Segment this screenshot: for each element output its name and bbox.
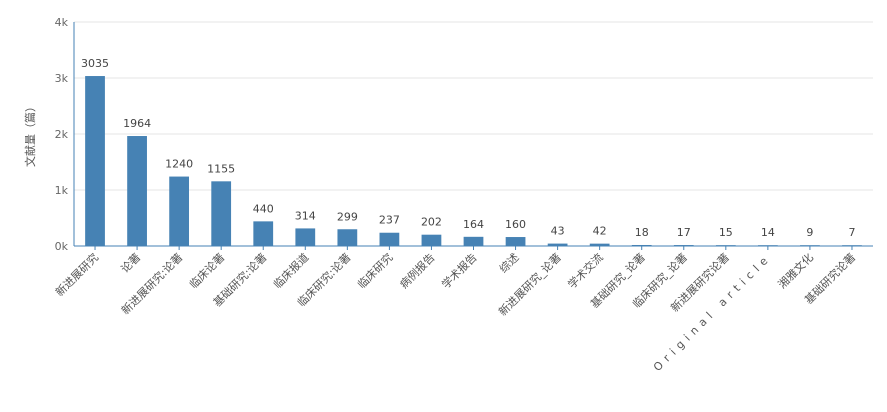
bar[interactable]	[379, 232, 400, 246]
data-labels: 3035 1964 1240 1155 440 314 299 237 202 164 160 43 4…	[81, 57, 855, 239]
bar[interactable]	[127, 136, 147, 246]
x-tick-label: 学术交流	[565, 250, 606, 291]
data-label: 3035	[81, 57, 109, 70]
bar[interactable]	[505, 237, 526, 246]
x-tick-label: 病例报告	[397, 250, 438, 291]
x-tick-label: 综述	[496, 250, 521, 275]
y-tick-label: 0k	[55, 240, 69, 253]
x-tick-label: 临床报道	[270, 250, 311, 291]
y-axis-ticks: 0k 1k 2k 3k 4k	[55, 16, 69, 253]
bar[interactable]	[463, 236, 484, 246]
bar[interactable]	[631, 244, 652, 246]
x-tick-label: 临床研究	[355, 250, 396, 291]
y-tick-label: 3k	[55, 72, 69, 85]
bar[interactable]	[211, 181, 232, 246]
data-label: 237	[379, 214, 400, 227]
x-tick-label: 论著	[118, 250, 143, 275]
data-label: 1240	[165, 158, 193, 171]
data-label: 160	[505, 218, 526, 231]
data-label: 314	[295, 209, 316, 222]
bar[interactable]	[169, 176, 190, 246]
bar[interactable]	[547, 243, 568, 246]
bar[interactable]	[295, 228, 316, 246]
bar[interactable]	[337, 229, 358, 246]
data-label: 440	[253, 202, 274, 215]
x-tick-label: 临床论著	[186, 250, 227, 291]
bar[interactable]	[589, 243, 610, 246]
data-label: 1964	[123, 117, 151, 130]
data-label: 7	[848, 226, 855, 239]
data-label: 202	[421, 216, 442, 229]
grid-lines	[74, 21, 873, 247]
data-label: 164	[463, 218, 484, 231]
data-label: 42	[593, 225, 607, 238]
data-label: 17	[677, 226, 691, 239]
bar[interactable]	[85, 76, 105, 246]
x-tick-label: 学术报告	[439, 250, 480, 291]
data-label: 43	[551, 225, 565, 238]
y-tick-label: 4k	[55, 16, 69, 29]
x-tick-label: 新进展研究	[52, 250, 101, 299]
y-axis-label: 文献量（篇）	[23, 101, 37, 167]
data-label: 18	[635, 226, 649, 239]
data-label: 1155	[207, 162, 235, 175]
bars	[85, 76, 862, 246]
data-label: 9	[806, 226, 813, 239]
data-label: 15	[719, 226, 733, 239]
bar[interactable]	[253, 221, 274, 246]
data-label: 14	[761, 226, 775, 239]
y-tick-label: 1k	[55, 184, 69, 197]
y-tick-label: 2k	[55, 128, 69, 141]
x-tick-label: 湘雅文化	[775, 250, 816, 291]
bar[interactable]	[421, 234, 442, 246]
data-label: 299	[337, 210, 358, 223]
